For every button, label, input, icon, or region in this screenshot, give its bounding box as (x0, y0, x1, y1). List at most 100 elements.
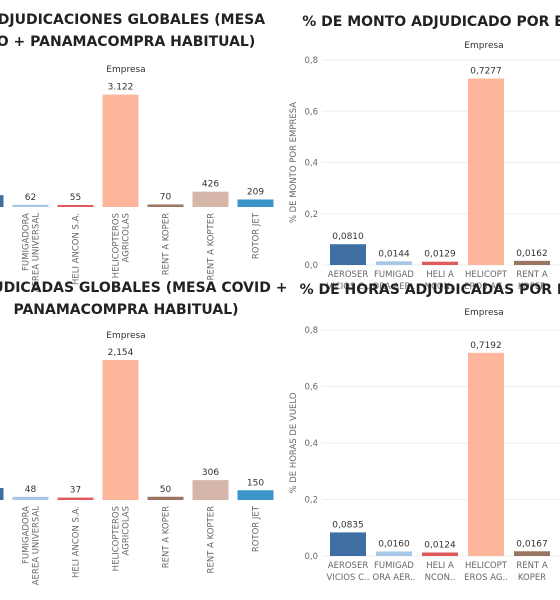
y-axis-label: % DE HORAS DE VUELO (289, 392, 299, 493)
value-label: 0,0167 (516, 539, 548, 549)
x-tick-label-line: HELI A (426, 561, 454, 571)
y-tick-label: 0,8 (304, 56, 318, 66)
bar (0, 487, 4, 500)
x-tick-label-line: RENT A KOPER (162, 213, 172, 275)
bar (468, 78, 504, 265)
value-label: 426 (202, 180, 219, 190)
x-tick-label-line: ORA AER.. (373, 573, 416, 583)
x-tick-label: HELICOPT EROS AG.. (464, 270, 508, 292)
value-label: 48 (25, 485, 37, 495)
y-tick-label: 0,4 (304, 159, 318, 169)
x-tick-label-line: KOPER (518, 282, 546, 292)
value-label: 62 (25, 193, 36, 203)
x-tick-label-line: RENT A KOPTER (207, 506, 217, 574)
y-tick-label: 0,6 (304, 107, 318, 117)
value-label: 2,154 (108, 348, 134, 358)
value-label: 0,0835 (332, 520, 364, 530)
x-tick-label-line: AGRICOLAS (122, 213, 132, 262)
x-tick-label: AEROSER VICIOS C.. (327, 561, 370, 583)
chart-title: O + PANAMACOMPRA HABITUAL) (0, 34, 255, 50)
bar (330, 532, 366, 556)
x-tick-label-line: HELI A (426, 270, 454, 280)
y-tick-label: 0,4 (304, 439, 318, 449)
x-tick-label: ROTOR JET (252, 505, 262, 552)
x-tick-label: RENT A KOPER (162, 213, 172, 275)
value-label: 55 (70, 193, 81, 203)
chart-title: ADJUDICACIONES GLOBALES (MESA (0, 12, 265, 28)
x-tick-label: RENT A KOPTER (207, 213, 217, 281)
x-tick-label: RENT A KOPER (516, 270, 548, 292)
x-tick-label: AEROSER VICIOS C.. (327, 270, 370, 292)
bar (422, 552, 458, 556)
x-tick-label-line: FUMIGAD (374, 561, 414, 571)
value-label: 0,0810 (332, 232, 364, 242)
bar (57, 497, 94, 500)
bar (102, 94, 139, 207)
x-tick-label-line: AEROSER (328, 561, 369, 571)
x-tick-label: HELICOPTEROSAGRICOLAS (112, 506, 132, 571)
value-label: 50 (160, 485, 172, 495)
bar (422, 261, 458, 265)
bar (12, 496, 49, 500)
value-label: 0,0162 (516, 249, 548, 259)
y-tick-label: 0,2 (304, 210, 318, 220)
y-axis-label: % DE MONTO POR EMPRESA (289, 102, 299, 223)
bar (330, 244, 366, 265)
x-tick-label: FUMIGAD ORA AER.. (373, 270, 416, 292)
value-label: 150 (247, 478, 264, 488)
value-label: 306 (202, 468, 219, 478)
x-tick-label-line: FUMIGADORA (22, 506, 32, 564)
bar (237, 199, 274, 207)
chart-title: % DE MONTO ADJUDICADO POR EM (302, 14, 560, 30)
x-tick-label: RENT A KOPER (162, 506, 172, 568)
value-label: 0,0144 (378, 249, 410, 259)
x-tick-label-line: ROTOR JET (252, 212, 262, 259)
bar (468, 352, 504, 556)
x-tick-label-line: FUMIGAD (374, 270, 414, 280)
bar (102, 359, 139, 500)
bar (237, 490, 274, 500)
x-tick-label-line: HELICOPTEROS (112, 506, 122, 571)
bar (57, 205, 94, 207)
bar (147, 204, 184, 207)
x-tick-label-line: FUMIGADORA (22, 213, 32, 271)
x-tick-label-line: RENT A KOPTER (207, 213, 217, 281)
y-tick-label: 0,2 (304, 496, 318, 506)
x-tick-label-line: VICIOS C.. (327, 573, 370, 583)
bar (192, 191, 229, 207)
value-label: 0,0129 (424, 250, 456, 260)
bar (192, 480, 229, 500)
value-label: 0,7277 (470, 67, 502, 77)
x-tick-label: HELI ANCON S.A. (72, 506, 82, 578)
y-tick-label: 0,0 (304, 552, 318, 562)
x-tick-label: HELICOPT EROS AG.. (464, 561, 508, 583)
x-tick-label-line: RENT A (516, 561, 548, 571)
value-label: 3.122 (108, 83, 134, 93)
x-tick-label: FUMIGADORAAEREA UNIVERSAL (22, 506, 42, 586)
x-tick-label-line: ROTOR JET (252, 505, 262, 552)
value-label: 0,0124 (424, 540, 456, 550)
x-tick-label: RENT A KOPER (516, 561, 548, 583)
x-tick-label-line: HELICOPT (465, 561, 508, 571)
y-tick-label: 0,6 (304, 383, 318, 393)
x-tick-label: HELICOPTEROSAGRICOLAS (112, 213, 132, 278)
x-tick-label-line: HELICOPT (465, 270, 508, 280)
x-tick-label-line: HELICOPTEROS (112, 213, 122, 278)
x-tick-label-line: AEROSER (328, 270, 369, 280)
value-label: 0,7192 (470, 341, 502, 351)
x-tick-label-line: KOPER (518, 573, 546, 583)
x-tick-label: HELI A NCON.. (425, 270, 456, 292)
x-tick-label: HELI A NCON.. (425, 561, 456, 583)
x-tick-label-line: NCON.. (425, 573, 456, 583)
x-tick-label-line: HELI ANCON S.A. (72, 506, 82, 578)
x-tick-label-line: EROS AG.. (464, 282, 508, 292)
x-tick-label: FUMIGAD ORA AER.. (373, 561, 416, 583)
bar (12, 204, 49, 207)
legend-title: Empresa (106, 331, 145, 341)
x-tick-label-line: AEREA UNIVERSAL (32, 506, 42, 586)
y-tick-label: 0,8 (304, 326, 318, 336)
x-tick-label-line: EROS AG.. (464, 573, 508, 583)
value-label: 209 (247, 187, 264, 197)
x-tick-label-line: RENT A (516, 270, 548, 280)
bar (376, 551, 412, 556)
